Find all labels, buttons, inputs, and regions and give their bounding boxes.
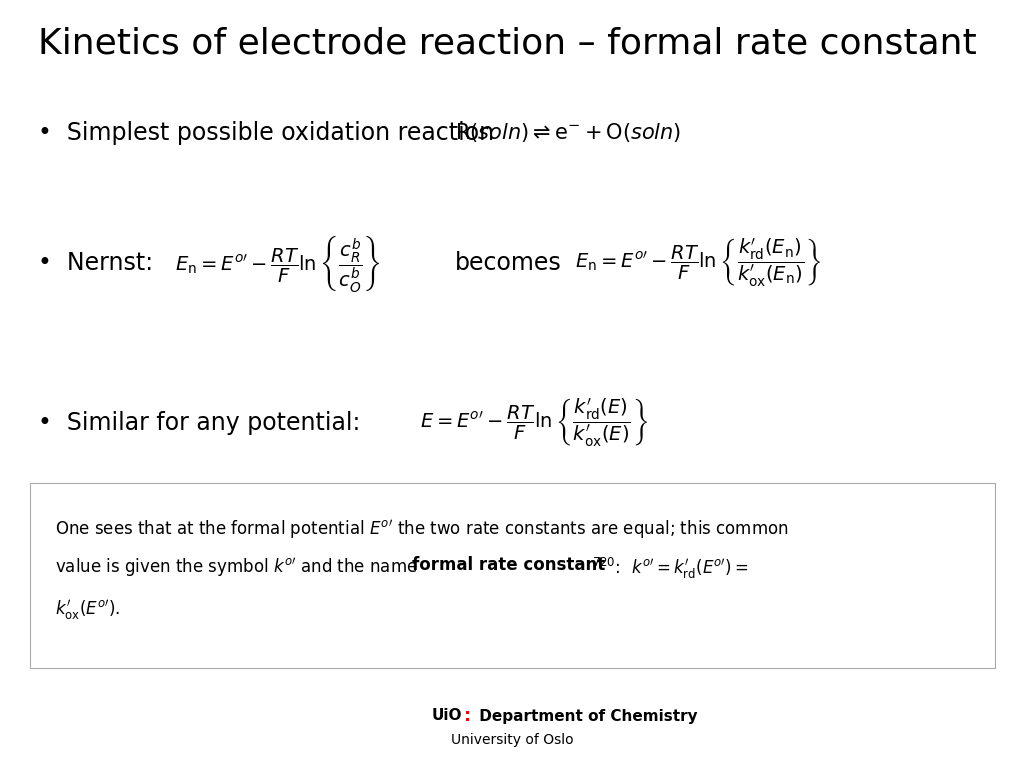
Text: Kinetics of electrode reaction – formal rate constant: Kinetics of electrode reaction – formal … [38,26,977,60]
Text: •  Simplest possible oxidation reaction: • Simplest possible oxidation reaction [38,121,495,145]
Text: Department of Chemistry: Department of Chemistry [474,709,697,723]
Text: •  Nernst:: • Nernst: [38,251,154,275]
Text: UiO: UiO [431,709,462,723]
Text: One sees that at the formal potential $E^{o\prime}$ the two rate constants are e: One sees that at the formal potential $E… [55,518,788,541]
Text: formal rate constant: formal rate constant [412,556,605,574]
Text: $k_{\mathrm{ox}}^{\prime}(E^{o\prime})$.: $k_{\mathrm{ox}}^{\prime}(E^{o\prime})$. [55,598,120,622]
Text: $\mathrm{R}(\mathit{soln})\rightleftharpoons \mathrm{e}^{-}+\mathrm{O}(\mathit{s: $\mathrm{R}(\mathit{soln})\rightleftharp… [455,121,681,144]
Text: :: : [465,707,472,725]
Text: $E_{\mathrm{n}}=E^{o\prime}-\dfrac{RT}{F}\ln\left\{\dfrac{c_{R}^{b}}{c_{O}^{b}}\: $E_{\mathrm{n}}=E^{o\prime}-\dfrac{RT}{F… [175,233,381,293]
Text: value is given the symbol $k^{o\prime}$ and the name: value is given the symbol $k^{o\prime}$ … [55,556,419,579]
Text: $E_{\mathrm{n}}=E^{o\prime}-\dfrac{RT}{F}\ln\left\{\dfrac{k_{\mathrm{rd}}^{\prim: $E_{\mathrm{n}}=E^{o\prime}-\dfrac{RT}{F… [575,237,821,290]
FancyBboxPatch shape [30,483,995,668]
Text: University of Oslo: University of Oslo [451,733,573,747]
Text: $^{720}$:  $k^{o\prime}=k_{\mathrm{rd}}^{\prime}(E^{o\prime})=$: $^{720}$: $k^{o\prime}=k_{\mathrm{rd}}^{… [592,556,749,581]
Text: $E=E^{o\prime}-\dfrac{RT}{F}\ln\left\{\dfrac{k_{\mathrm{rd}}^{\prime}(E)}{k_{\ma: $E=E^{o\prime}-\dfrac{RT}{F}\ln\left\{\d… [420,397,648,449]
Text: •  Similar for any potential:: • Similar for any potential: [38,411,360,435]
Text: becomes: becomes [455,251,562,275]
